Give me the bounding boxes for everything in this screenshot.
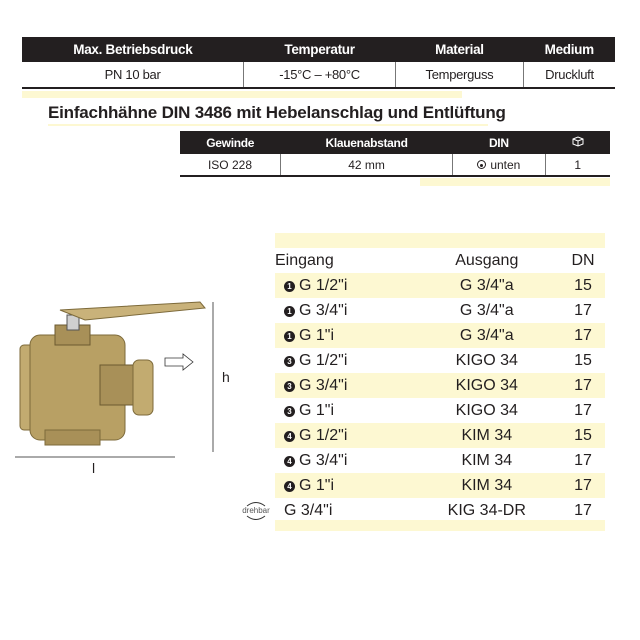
cell-ausgang: KIM 34 — [461, 451, 513, 469]
stripe — [420, 178, 610, 186]
header-ausgang: Ausgang — [455, 251, 519, 269]
value-din: unten — [452, 154, 546, 177]
valve-image — [15, 301, 214, 458]
header-material: Material — [395, 37, 524, 62]
header-max-betriebsdruck: Max. Betriebsdruck — [22, 37, 244, 62]
length-label: l — [92, 460, 96, 476]
value-klauenabstand: 42 mm — [280, 154, 454, 177]
table-row: G 3/4"i KIG 34-DR 17 — [275, 498, 605, 523]
header-temperatur: Temperatur — [243, 37, 396, 62]
marker-badge: 4 — [284, 455, 295, 467]
header-medium: Medium — [523, 37, 615, 62]
cell-ausgang: KIG 34-DR — [447, 501, 526, 519]
value-gewinde: ISO 228 — [180, 154, 281, 177]
marker-badge: 4 — [284, 480, 295, 492]
header-din: DIN — [452, 131, 545, 154]
cell-dn: 17 — [561, 323, 605, 348]
cell-eingang: G 3/4"i — [284, 501, 333, 519]
package-icon — [545, 131, 610, 154]
cell-dn: 15 — [574, 351, 592, 369]
header-klauenabstand: Klauenabstand — [280, 131, 453, 154]
marker-badge: 3 — [284, 355, 295, 367]
cell-dn: 17 — [574, 301, 592, 319]
value-temperatur: -15°C – +80°C — [243, 62, 396, 89]
stripe — [275, 233, 605, 248]
cell-ausgang: KIGO 34 — [412, 373, 562, 398]
stripe — [22, 91, 462, 98]
din-bottom-icon — [477, 159, 487, 169]
marker-badge: 1 — [284, 305, 295, 317]
cell-ausgang: KIGO 34 — [455, 351, 518, 369]
cell-dn: 17 — [574, 451, 592, 469]
stripe — [48, 124, 488, 126]
header-dn: DN — [571, 251, 595, 269]
value-quantity: 1 — [545, 154, 610, 177]
rotatable-icon: drehbar — [240, 500, 272, 522]
marker-badge: 1 — [284, 330, 295, 342]
marker-badge: 3 — [284, 405, 295, 417]
cell-dn: 15 — [561, 423, 605, 448]
marker-badge: 4 — [284, 430, 295, 442]
marker-badge: 1 — [284, 280, 295, 292]
value-druck: PN 10 bar — [22, 62, 245, 89]
cell-ausgang: G 3/4"a — [412, 273, 562, 298]
cell-dn: 15 — [561, 273, 605, 298]
page-title: Einfachhähne DIN 3486 mit Hebelanschlag … — [48, 103, 506, 122]
marker-badge: 3 — [284, 380, 295, 392]
cell-ausgang: KIM 34 — [412, 423, 562, 448]
cell-ausgang: KIM 34 — [412, 473, 562, 498]
height-label: h — [222, 369, 230, 385]
spec-table: Max. Betriebsdruck Temperatur Material Medi… — [22, 37, 615, 89]
header-gewinde: Gewinde — [180, 131, 281, 154]
value-material: Temperguss — [395, 62, 524, 89]
cell-dn: 17 — [574, 501, 592, 519]
flow-arrow-icon — [164, 353, 194, 371]
stripe — [275, 520, 605, 531]
cell-dn: 17 — [574, 401, 592, 419]
cell-dn: 17 — [561, 373, 605, 398]
cell-dn: 17 — [561, 473, 605, 498]
value-medium: Druckluft — [523, 62, 615, 89]
cell-ausgang: G 3/4"a — [459, 301, 514, 319]
header-eingang: Eingang — [275, 251, 334, 269]
cell-ausgang: KIGO 34 — [455, 401, 518, 419]
cell-ausgang: G 3/4"a — [412, 323, 562, 348]
detail-table: Gewinde Klauenabstand DIN ISO 228 42 mm unte… — [180, 131, 610, 177]
